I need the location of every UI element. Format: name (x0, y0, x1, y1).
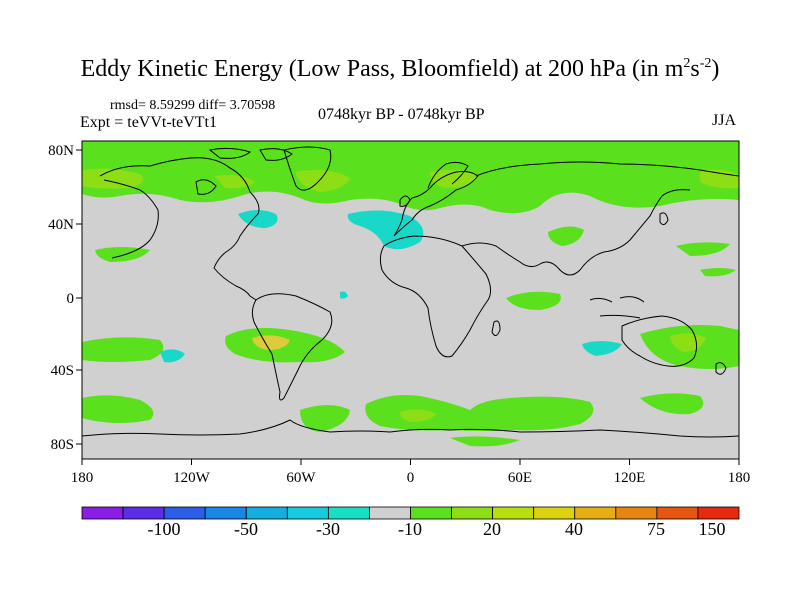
coastline-australia (621, 315, 698, 367)
title-sup-1: 2 (683, 56, 691, 71)
coastline-japan (659, 212, 669, 226)
colorbar-labels: -100 -50 -30 -10 20 40 75 150 (148, 519, 726, 539)
coastline-arctic-islands (208, 147, 293, 161)
fill-region (347, 210, 424, 250)
figure-title: Eddy Kinetic Energy (Low Pass, Bloomfiel… (0, 56, 800, 83)
coastlines (82, 146, 739, 438)
colorbar: -100 -50 -30 -10 20 40 75 150 (81, 506, 740, 539)
fill-region (82, 168, 144, 189)
lon-label: 120W (173, 470, 211, 486)
fill-region (300, 405, 350, 432)
coastline-north-america (99, 157, 260, 301)
coastline-asia (461, 161, 739, 276)
lat-label: 0 (67, 291, 75, 307)
fill-region (400, 409, 436, 422)
lon-label: 60E (508, 470, 532, 486)
colorbar-label: 40 (565, 519, 583, 539)
colorbar-label: 150 (699, 519, 726, 539)
colorbar-swatch (81, 506, 124, 520)
fill-region (676, 242, 730, 256)
colorbar-label: 75 (647, 519, 665, 539)
lat-label: 40S (51, 363, 74, 379)
title-sup-2: -2 (699, 56, 712, 71)
contour-fills (82, 141, 739, 447)
lon-label: 180 (728, 470, 751, 486)
coastline-north-america-west (103, 179, 159, 259)
colorbar-swatch (492, 506, 535, 520)
colorbar-label: -100 (148, 519, 181, 539)
coastline-new-zealand (715, 362, 727, 375)
colorbar-label: 20 (483, 519, 501, 539)
rmsd-diff-stats: rmsd= 8.59299 diff= 3.70598 (110, 98, 276, 113)
lat-label: 40N (48, 217, 74, 233)
fill-region (215, 174, 255, 189)
coastline-scandinavia (427, 161, 469, 189)
y-axis-labels: 80N 40N 0 40S 80S (48, 143, 74, 453)
coastline-hudson-bay (195, 179, 217, 195)
colorbar-swatch (697, 506, 740, 520)
lat-label: 80S (51, 437, 74, 453)
coastline-indonesia (589, 296, 645, 319)
coastline-greenland (283, 146, 332, 191)
colorbar-boxes (81, 506, 740, 520)
axis-ticks (76, 149, 740, 465)
period-label: 0748kyr BP - 0748kyr BP (318, 106, 485, 123)
colorbar-swatch (656, 506, 699, 520)
fill-region (506, 291, 561, 310)
fill-region (252, 335, 290, 350)
title-main: Eddy Kinetic Energy (Low Pass, Bloomfiel… (80, 56, 684, 82)
colorbar-swatch (204, 506, 247, 520)
fill-region (365, 395, 594, 431)
coastline-madagascar (491, 320, 501, 336)
fill-region (95, 247, 150, 262)
colorbar-label: -30 (316, 519, 340, 539)
lon-label: 120E (614, 470, 646, 486)
fill-region (582, 341, 622, 356)
colorbar-swatch (410, 506, 452, 520)
colorbar-swatch (327, 506, 370, 520)
fill-region (295, 170, 350, 192)
colorbar-swatch (533, 506, 576, 520)
colorbar-label: -50 (234, 519, 258, 539)
lon-label: 180 (71, 470, 94, 486)
colorbar-swatch (369, 506, 411, 520)
colorbar-label: -10 (398, 519, 422, 539)
lon-label: 0 (407, 470, 415, 486)
colorbar-swatch (451, 506, 494, 520)
fill-region (450, 436, 520, 447)
colorbar-swatch (286, 506, 329, 520)
fill-region (700, 268, 736, 277)
colorbar-swatch (615, 506, 658, 520)
coastline-africa (379, 235, 492, 358)
lon-label: 60W (286, 470, 316, 486)
x-axis-labels: 180 120W 60W 0 60E 120E 180 (71, 470, 751, 486)
fill-region (340, 291, 348, 299)
colorbar-swatch (574, 506, 617, 520)
fill-region (548, 226, 584, 246)
fill-region (430, 169, 480, 188)
coastline-europe (393, 171, 479, 237)
fill-region (82, 337, 164, 362)
lat-label: 80N (48, 143, 74, 159)
fill-region (82, 141, 739, 214)
fill-region (82, 395, 154, 423)
colorbar-swatch (122, 506, 165, 520)
coastline-uk (399, 195, 411, 207)
season-label: JJA (712, 112, 737, 129)
fill-region (238, 210, 278, 228)
fill-region (160, 349, 185, 363)
coastline-south-america (251, 293, 333, 401)
experiment-label: Expt = teVVt-teVTt1 (80, 114, 217, 131)
colorbar-swatch (245, 506, 288, 520)
fill-region (640, 393, 704, 415)
coastline-antarctica (82, 419, 739, 438)
title-mid: s (690, 56, 700, 82)
colorbar-swatch (163, 506, 206, 520)
map-panel: 180 120W 60W 0 60E 120E 180 80N 40N 0 40… (48, 140, 751, 486)
title-end: ) (711, 56, 720, 82)
